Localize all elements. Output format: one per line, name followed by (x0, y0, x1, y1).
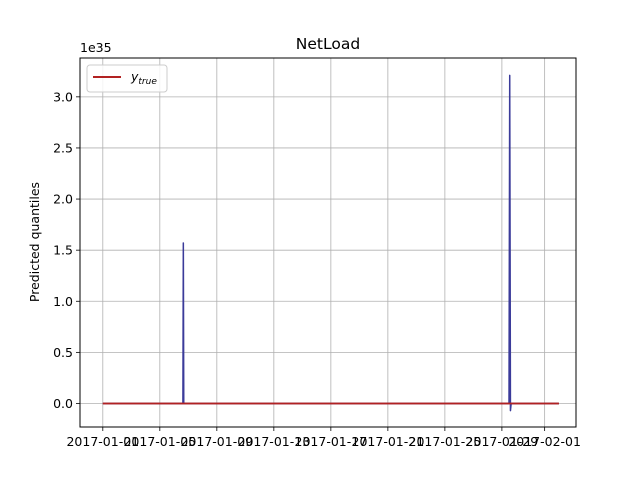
legend-box (86, 64, 168, 93)
plot-frame (79, 57, 577, 428)
x-tick-label: 2017-01-05 (123, 434, 196, 449)
x-tick-label: 2017-01-21 (352, 434, 425, 449)
x-tick-label: 2017-01-17 (295, 434, 368, 449)
x-tick-label: 2017-01-25 (409, 434, 482, 449)
x-tick-label: 2017-02-01 (508, 434, 581, 449)
legend-label-y-true: ytrue (130, 69, 157, 87)
y-axis-label: Predicted quantiles (27, 182, 42, 302)
legend-label-main: y (130, 69, 139, 84)
x-axis-ticks: 2017-01-012017-01-052017-01-092017-01-13… (66, 427, 581, 449)
y-tick-label: 0.5 (53, 345, 73, 360)
y-tick-label: 3.0 (53, 89, 73, 104)
legend-label-subscript: true (138, 77, 157, 87)
x-tick-label: 2017-01-13 (238, 434, 311, 449)
y-axis-ticks: 0.0 0.5 1.0 1.5 2.0 2.5 3.0 (53, 89, 80, 411)
x-tick-label: 2017-01-01 (66, 434, 139, 449)
y-tick-label: 1.0 (53, 294, 73, 309)
y-tick-label: 2.0 (53, 192, 73, 207)
y-tick-label: 1.5 (53, 243, 73, 258)
chart-title: NetLoad (296, 35, 360, 53)
y-tick-label: 2.5 (53, 140, 73, 155)
x-tick-label: 2017-01-29 (466, 434, 539, 449)
y-tick-label: 0.0 (53, 396, 73, 411)
series-layer (102, 74, 559, 412)
x-tick-label: 2017-01-09 (180, 434, 253, 449)
y-offset-text: 1e35 (80, 40, 112, 55)
legend: ytrue (86, 64, 168, 93)
